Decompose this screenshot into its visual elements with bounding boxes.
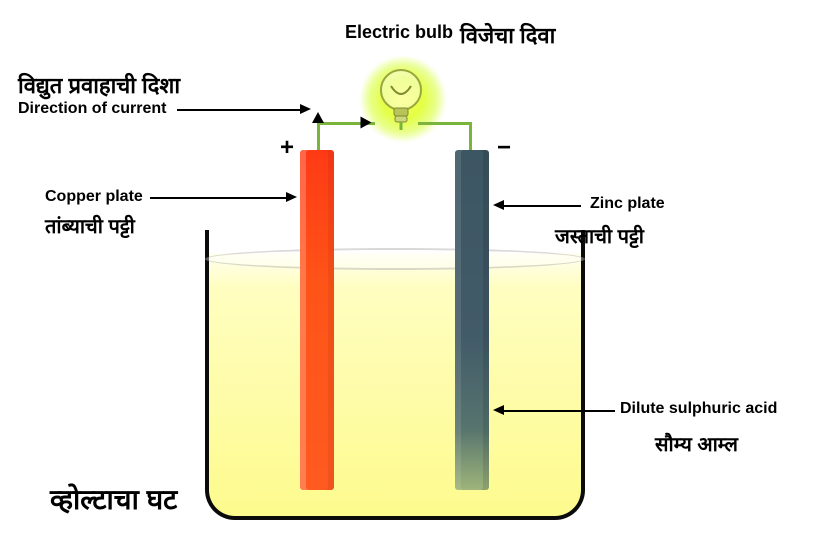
acid-label-mr: सौम्य आम्ल: [655, 430, 738, 457]
copper-leader-line: [150, 197, 288, 199]
current-arrow-up: [312, 112, 324, 123]
zinc-label-en: Zinc plate: [590, 195, 665, 213]
current-label-mr: विद्युत प्रवाहाची दिशा: [18, 70, 180, 100]
negative-sign: −: [497, 134, 511, 162]
positive-sign: +: [280, 134, 294, 162]
current-leader-line: [177, 109, 302, 111]
liquid-surface: [205, 248, 585, 270]
diagram-title-mr: व्होल्टाचा घट: [50, 480, 177, 518]
copper-label-mr: तांब्याची पट्टी: [45, 212, 135, 239]
current-arrow-right: [361, 117, 372, 129]
copper-electrode: [300, 150, 334, 490]
current-label-en: Direction of current: [18, 100, 166, 118]
wire-left-vertical: [317, 122, 320, 150]
beaker: [205, 230, 585, 520]
acid-leader-arrowhead: [493, 405, 504, 415]
bulb-label-mr: विजेचा दिवा: [460, 20, 555, 50]
zinc-electrode: [455, 150, 489, 490]
acid-leader-line: [503, 410, 615, 412]
acid-label-en: Dilute sulphuric acid: [620, 400, 777, 418]
copper-leader-arrowhead: [286, 192, 297, 202]
wire-right-vertical: [469, 122, 472, 150]
zinc-label-mr: जस्ताची पट्टी: [555, 222, 644, 249]
voltaic-cell-diagram: Electric bulb विजेचा दिवा विद्युत प्रवाह…: [0, 0, 830, 553]
wire-right-horizontal: [418, 122, 472, 125]
bulb-label-en: Electric bulb: [345, 22, 453, 43]
zinc-leader-line: [503, 205, 581, 207]
current-leader-arrowhead: [300, 104, 311, 114]
copper-label-en: Copper plate: [45, 188, 143, 206]
zinc-leader-arrowhead: [493, 200, 504, 210]
